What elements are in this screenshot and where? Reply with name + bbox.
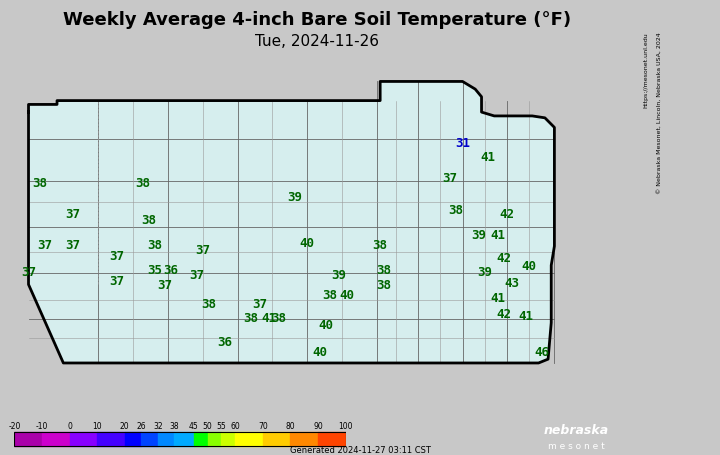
Text: 10: 10 bbox=[92, 421, 102, 430]
Text: 38: 38 bbox=[170, 421, 179, 430]
Bar bbox=[158, 432, 174, 446]
Text: 38: 38 bbox=[373, 238, 387, 251]
Text: 41: 41 bbox=[490, 292, 505, 305]
Text: 70: 70 bbox=[258, 421, 268, 430]
Text: 38: 38 bbox=[376, 263, 391, 276]
Text: © Nebraska Mesonet, Lincoln, Nebraska USA, 2024: © Nebraska Mesonet, Lincoln, Nebraska US… bbox=[657, 32, 662, 193]
Text: 37: 37 bbox=[21, 265, 36, 278]
Text: 40: 40 bbox=[312, 345, 328, 358]
Text: 42: 42 bbox=[500, 207, 514, 221]
Text: 37: 37 bbox=[66, 238, 81, 251]
Text: 37: 37 bbox=[109, 274, 125, 288]
Text: 46: 46 bbox=[534, 345, 549, 358]
Text: 39: 39 bbox=[331, 269, 346, 282]
Text: 50: 50 bbox=[203, 421, 212, 430]
Text: -10: -10 bbox=[36, 421, 48, 430]
Text: 40: 40 bbox=[300, 236, 315, 249]
Text: 38: 38 bbox=[323, 288, 338, 301]
Text: 41: 41 bbox=[480, 150, 495, 163]
Bar bbox=[194, 432, 207, 446]
Text: 40: 40 bbox=[521, 259, 536, 272]
Text: 40: 40 bbox=[319, 318, 334, 331]
Text: 41: 41 bbox=[490, 229, 505, 242]
Text: 37: 37 bbox=[442, 172, 457, 184]
Text: 43: 43 bbox=[505, 277, 519, 289]
Bar bbox=[125, 432, 141, 446]
Text: -20: -20 bbox=[8, 421, 21, 430]
Text: 38: 38 bbox=[32, 177, 47, 190]
Text: 39: 39 bbox=[287, 191, 302, 203]
Text: 36: 36 bbox=[217, 336, 233, 349]
Text: 37: 37 bbox=[189, 269, 204, 282]
Text: 38: 38 bbox=[135, 177, 150, 190]
Text: Generated 2024-11-27 03:11 CST: Generated 2024-11-27 03:11 CST bbox=[289, 445, 431, 454]
Text: 39: 39 bbox=[471, 229, 486, 242]
Text: 38: 38 bbox=[449, 204, 464, 217]
Bar bbox=[14, 432, 346, 446]
Bar bbox=[222, 432, 235, 446]
Text: https://mesonet.unl.edu: https://mesonet.unl.edu bbox=[643, 32, 648, 107]
Text: 37: 37 bbox=[157, 278, 172, 291]
Bar bbox=[290, 432, 318, 446]
Text: 38: 38 bbox=[376, 278, 391, 291]
Bar bbox=[318, 432, 346, 446]
Text: 40: 40 bbox=[340, 288, 355, 301]
Text: 42: 42 bbox=[496, 252, 511, 264]
Text: m e s o n e t: m e s o n e t bbox=[548, 441, 604, 450]
Text: nebraska: nebraska bbox=[544, 423, 608, 436]
Text: 37: 37 bbox=[66, 207, 81, 221]
Text: 42: 42 bbox=[496, 307, 511, 320]
Text: 0: 0 bbox=[67, 421, 72, 430]
Bar bbox=[141, 432, 158, 446]
Text: 41: 41 bbox=[262, 311, 276, 324]
Text: 37: 37 bbox=[109, 250, 125, 263]
Bar bbox=[70, 432, 97, 446]
Text: Weekly Average 4-inch Bare Soil Temperature (°F): Weekly Average 4-inch Bare Soil Temperat… bbox=[63, 11, 571, 29]
Text: 26: 26 bbox=[137, 421, 146, 430]
Text: 38: 38 bbox=[202, 298, 217, 310]
Text: 36: 36 bbox=[163, 263, 179, 276]
Bar bbox=[263, 432, 290, 446]
Text: 31: 31 bbox=[455, 137, 470, 150]
Bar bbox=[42, 432, 70, 446]
Text: 80: 80 bbox=[286, 421, 295, 430]
Text: 38: 38 bbox=[148, 238, 163, 251]
Text: 55: 55 bbox=[217, 421, 226, 430]
Bar bbox=[174, 432, 194, 446]
Text: 37: 37 bbox=[195, 244, 210, 257]
Bar bbox=[235, 432, 263, 446]
Text: Tue, 2024-11-26: Tue, 2024-11-26 bbox=[255, 34, 379, 49]
Text: 45: 45 bbox=[189, 421, 199, 430]
Text: 100: 100 bbox=[338, 421, 353, 430]
Text: 20: 20 bbox=[120, 421, 130, 430]
Text: 37: 37 bbox=[37, 238, 52, 251]
Text: 60: 60 bbox=[230, 421, 240, 430]
Text: 38: 38 bbox=[243, 311, 258, 324]
Text: 35: 35 bbox=[148, 263, 163, 276]
Text: 41: 41 bbox=[518, 309, 534, 322]
Bar bbox=[207, 432, 222, 446]
Text: 39: 39 bbox=[477, 265, 492, 278]
Text: 38: 38 bbox=[141, 213, 156, 226]
Text: 90: 90 bbox=[313, 421, 323, 430]
Bar bbox=[14, 432, 42, 446]
Bar bbox=[97, 432, 125, 446]
Polygon shape bbox=[29, 82, 554, 363]
Text: 38: 38 bbox=[271, 311, 287, 324]
Text: 32: 32 bbox=[153, 421, 163, 430]
Text: 37: 37 bbox=[252, 298, 267, 310]
